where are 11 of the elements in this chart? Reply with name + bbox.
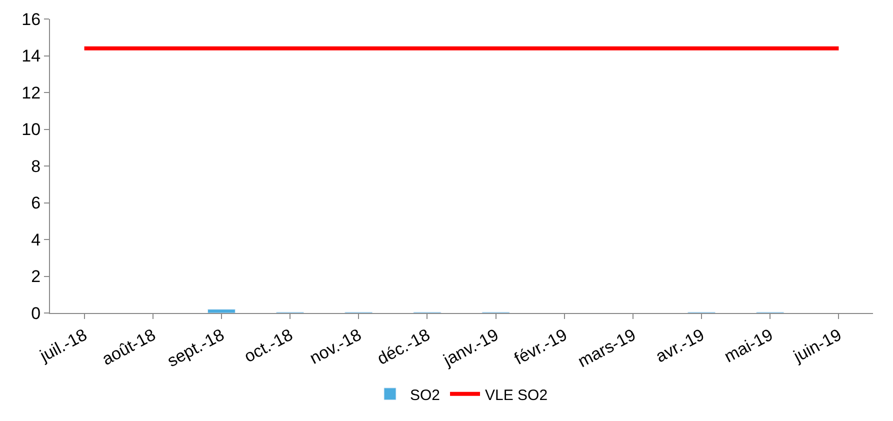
- y-tick-label: 14: [22, 46, 41, 66]
- y-tick-label: 12: [22, 83, 41, 102]
- y-tick-label: 16: [22, 10, 41, 29]
- y-tick-label: 2: [31, 267, 41, 286]
- y-tick-label: 0: [31, 304, 41, 323]
- legend-label: SO2: [410, 386, 440, 404]
- y-tick-label: 4: [31, 230, 41, 250]
- y-tick-label: 10: [22, 120, 41, 140]
- y-tick-label: 6: [31, 194, 41, 213]
- legend-label: VLE SO2: [485, 386, 548, 404]
- y-tick-label: 8: [31, 156, 41, 176]
